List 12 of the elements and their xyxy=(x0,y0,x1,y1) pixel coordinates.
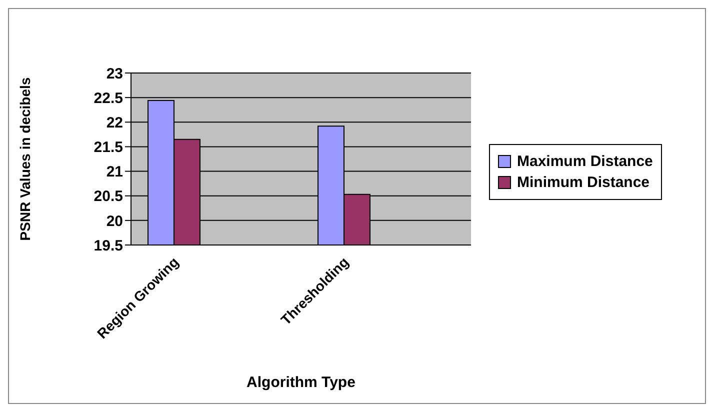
x-axis-title: Algorithm Type xyxy=(246,374,356,391)
y-tick-label: 21.5 xyxy=(94,139,123,156)
y-tick-label: 23 xyxy=(106,65,123,82)
y-tick-label: 20 xyxy=(106,212,123,230)
legend-label: Minimum Distance xyxy=(517,174,650,191)
y-tick-label: 20.5 xyxy=(94,188,123,206)
y-axis-title: PSNR Values in decibels xyxy=(16,77,33,241)
y-tick-label: 22.5 xyxy=(94,90,123,107)
y-tick-label: 21 xyxy=(106,164,123,181)
y-tick-label: 22 xyxy=(106,114,123,132)
y-tick-label: 19.5 xyxy=(94,237,123,254)
legend-label: Maximum Distance xyxy=(517,153,653,170)
